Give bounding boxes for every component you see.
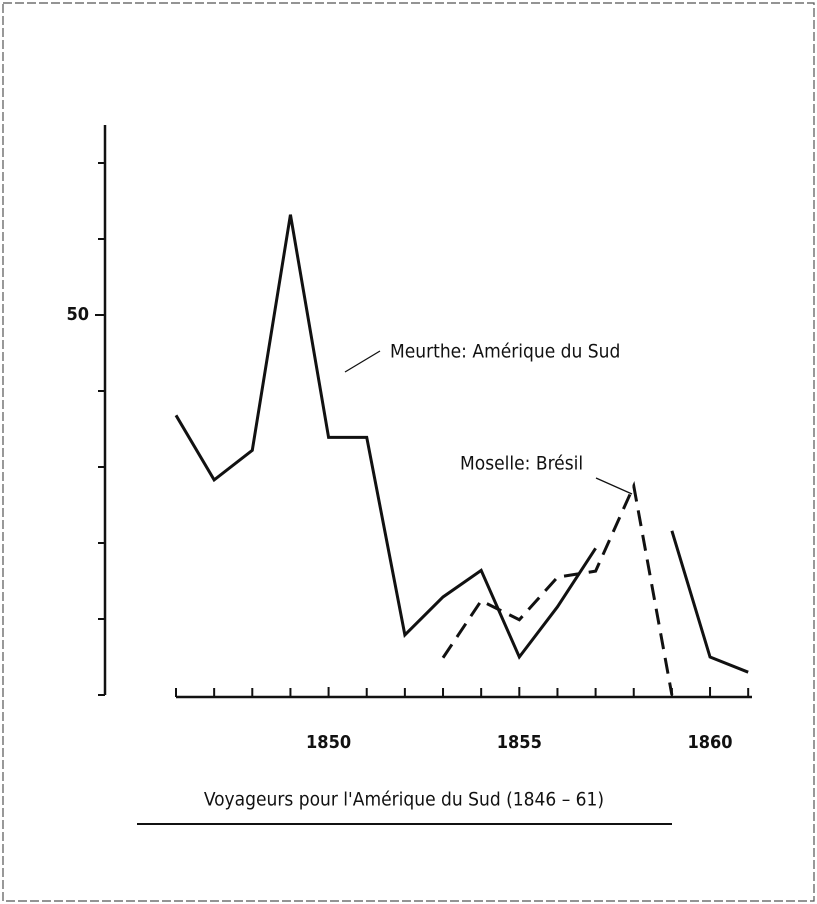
series-line xyxy=(174,214,749,674)
x-tick-label: 1855 xyxy=(497,732,542,753)
series-label: Moselle: Brésil xyxy=(460,453,583,475)
x-tick-label: 1860 xyxy=(688,732,733,753)
leader-line xyxy=(595,477,633,495)
series-label: Meurthe: Amérique du Sud xyxy=(390,341,620,363)
leader-line xyxy=(344,350,381,373)
x-tick-label: 1850 xyxy=(306,732,351,753)
chart-title: Voyageurs pour l'Amérique du Sud (1846 –… xyxy=(204,789,604,811)
y-tick-label: 50 xyxy=(66,304,89,325)
series-line xyxy=(441,480,674,696)
